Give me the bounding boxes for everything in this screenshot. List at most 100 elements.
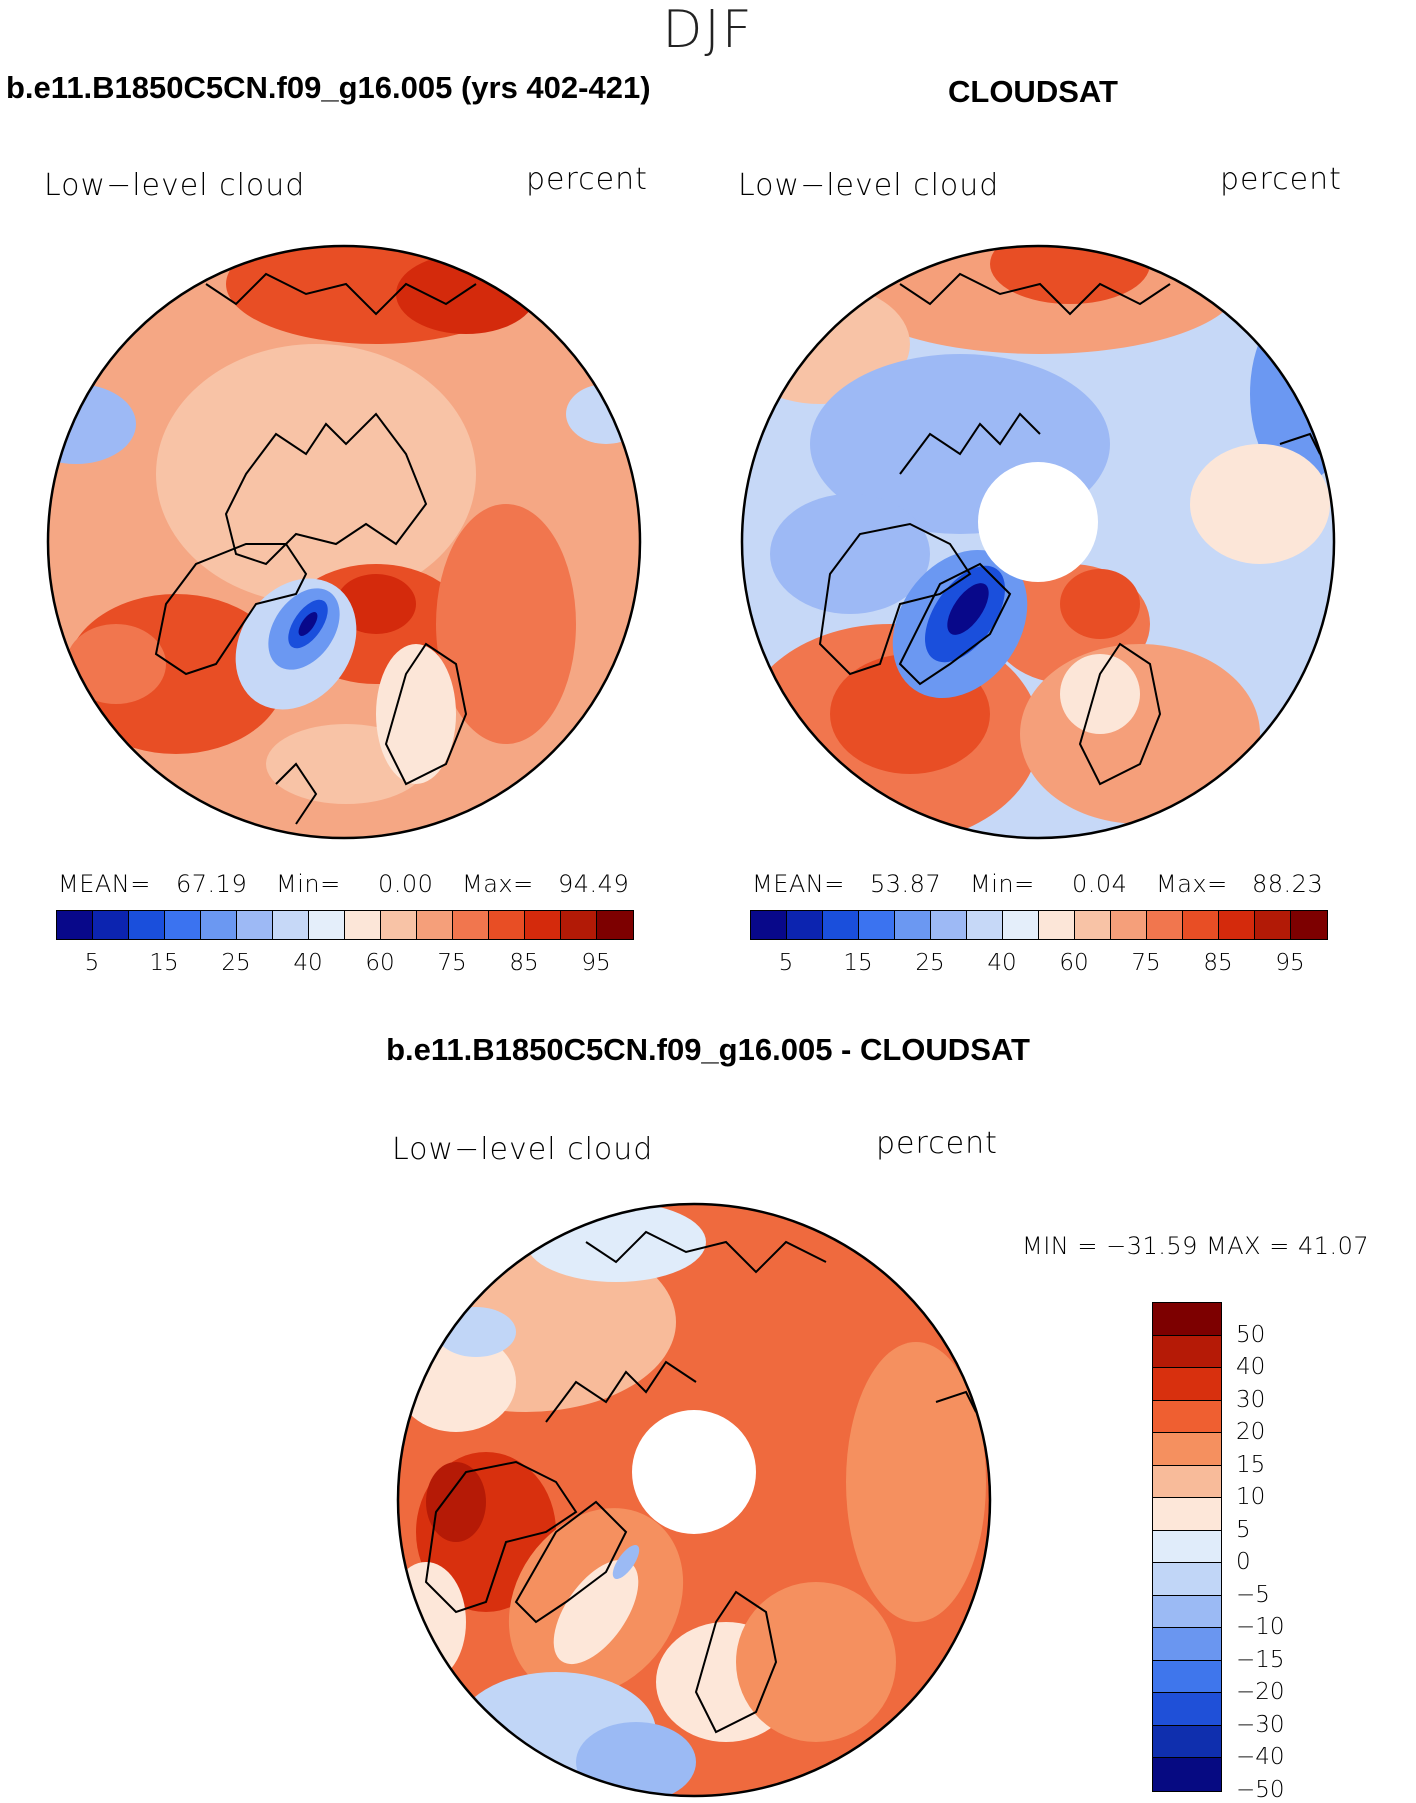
colorbar-swatch: [309, 911, 345, 939]
colorbar-tick-label: 85: [509, 950, 539, 976]
colorbar-swatch: [1183, 911, 1219, 939]
colorbar-tick-label: 0: [1236, 1549, 1251, 1576]
colorbar-tick-label: −5: [1236, 1581, 1270, 1608]
colorbar-ticks-model: 5 15 25 40 60 75 85 95: [56, 950, 632, 980]
units-label-model: percent: [526, 162, 648, 197]
colorbar-tick-label: 15: [149, 950, 179, 976]
colorbar-tick-label: 25: [915, 950, 945, 976]
polar-map-diff: [396, 1202, 992, 1798]
colorbar-swatch: [237, 911, 273, 939]
colorbar-tick-label: 40: [1236, 1354, 1266, 1381]
colorbar-obs: [750, 910, 1328, 940]
colorbar-swatch: [859, 911, 895, 939]
colorbar-swatch: [931, 911, 967, 939]
mean-value-model: 67.19: [176, 870, 248, 898]
variable-label-model: Low−level cloud: [44, 168, 306, 203]
colorbar-ticks-diff: 50 40 30 20 15 10 5 0 −5 −10 −15 −20 −30 −40 −50: [1236, 1302, 1336, 1803]
colorbar-swatch: [165, 911, 201, 939]
colorbar-tick-label: 60: [365, 950, 395, 976]
colorbar-tick-label: 5: [84, 950, 100, 976]
colorbar-swatch: [453, 911, 489, 939]
colorbar-swatch: [787, 911, 823, 939]
colorbar-swatch: [751, 911, 787, 939]
colorbar-swatch: [1003, 911, 1039, 939]
colorbar-tick-label: 60: [1059, 950, 1089, 976]
colorbar-swatch: [597, 911, 633, 939]
colorbar-tick-label: 20: [1236, 1419, 1266, 1446]
colorbar-tick-label: −20: [1236, 1679, 1285, 1706]
min-value-model: 0.00: [378, 870, 434, 898]
colorbar-swatch: [1075, 911, 1111, 939]
colorbar-swatch: [1153, 1498, 1221, 1531]
colorbar-swatch: [1255, 911, 1291, 939]
panel-title-model: b.e11.B1850C5CN.f09_g16.005 (yrs 402-421…: [6, 70, 651, 105]
colorbar-tick-label: 40: [293, 950, 323, 976]
colorbar-tick-label: −50: [1236, 1777, 1285, 1803]
colorbar-swatch: [93, 911, 129, 939]
colorbar-swatch: [489, 911, 525, 939]
min-label-obs: Min=: [970, 870, 1035, 898]
colorbar-model: [56, 910, 634, 940]
colorbar-swatch: [967, 911, 1003, 939]
max-value-obs: 88.23: [1252, 870, 1324, 898]
colorbar-swatch: [1153, 1368, 1221, 1401]
colorbar-swatch: [129, 911, 165, 939]
colorbar-tick-label: 10: [1236, 1484, 1266, 1511]
colorbar-swatch: [57, 911, 93, 939]
colorbar-swatch: [1111, 911, 1147, 939]
colorbar-tick-label: −30: [1236, 1711, 1285, 1738]
colorbar-diff: [1152, 1302, 1222, 1792]
colorbar-swatch: [823, 911, 859, 939]
max-label-obs: Max=: [1156, 870, 1228, 898]
colorbar-tick-label: 15: [843, 950, 873, 976]
colorbar-swatch: [1153, 1335, 1221, 1369]
min-label-model: Min=: [276, 870, 341, 898]
colorbar-tick-label: 95: [581, 950, 611, 976]
colorbar-swatch: [1153, 1563, 1221, 1596]
colorbar-swatch: [525, 911, 561, 939]
max-label-model: Max=: [462, 870, 534, 898]
colorbar-tick-label: 75: [437, 950, 467, 976]
colorbar-swatch: [1153, 1433, 1221, 1466]
colorbar-ticks-obs: 5 15 25 40 60 75 85 95: [750, 950, 1326, 980]
colorbar-tick-label: 40: [987, 950, 1017, 976]
colorbar-swatch: [1291, 911, 1327, 939]
polar-map-obs: [740, 244, 1336, 840]
colorbar-tick-label: 50: [1236, 1321, 1266, 1348]
colorbar-swatch: [273, 911, 309, 939]
colorbar-tick-label: 15: [1236, 1451, 1266, 1478]
variable-label-obs: Low−level cloud: [738, 168, 1000, 203]
variable-label-diff: Low−level cloud: [392, 1132, 654, 1167]
colorbar-tick-label: 85: [1203, 950, 1233, 976]
colorbar-swatch: [1153, 1628, 1221, 1661]
colorbar-swatch: [1153, 1530, 1221, 1564]
colorbar-swatch: [1219, 911, 1255, 939]
colorbar-swatch: [1147, 911, 1183, 939]
colorbar-swatch: [1039, 911, 1075, 939]
colorbar-tick-label: 5: [778, 950, 794, 976]
colorbar-tick-label: −10: [1236, 1614, 1285, 1641]
colorbar-tick-label: −40: [1236, 1744, 1285, 1771]
colorbar-swatch: [381, 911, 417, 939]
colorbar-swatch: [1153, 1465, 1221, 1499]
colorbar-swatch: [1153, 1758, 1221, 1791]
colorbar-swatch: [1153, 1660, 1221, 1694]
mean-value-obs: 53.87: [870, 870, 942, 898]
colorbar-tick-label: 25: [221, 950, 251, 976]
colorbar-swatch: [561, 911, 597, 939]
colorbar-tick-label: 95: [1275, 950, 1305, 976]
units-label-obs: percent: [1220, 162, 1342, 197]
colorbar-tick-label: −15: [1236, 1646, 1285, 1673]
colorbar-tick-label: 5: [1236, 1516, 1251, 1543]
panel-title-diff: b.e11.B1850C5CN.f09_g16.005 - CLOUDSAT: [386, 1032, 1030, 1067]
figure-title: DJF: [662, 0, 754, 60]
units-label-diff: percent: [876, 1126, 998, 1161]
panel-title-obs: CLOUDSAT: [948, 74, 1118, 109]
colorbar-tick-label: 75: [1131, 950, 1161, 976]
min-value-obs: 0.04: [1072, 870, 1128, 898]
mean-label-model: MEAN=: [58, 870, 151, 898]
colorbar-swatch: [1153, 1595, 1221, 1629]
colorbar-swatch: [1153, 1303, 1221, 1336]
colorbar-swatch: [895, 911, 931, 939]
minmax-diff: MIN = −31.59 MAX = 41.07: [1022, 1232, 1370, 1260]
